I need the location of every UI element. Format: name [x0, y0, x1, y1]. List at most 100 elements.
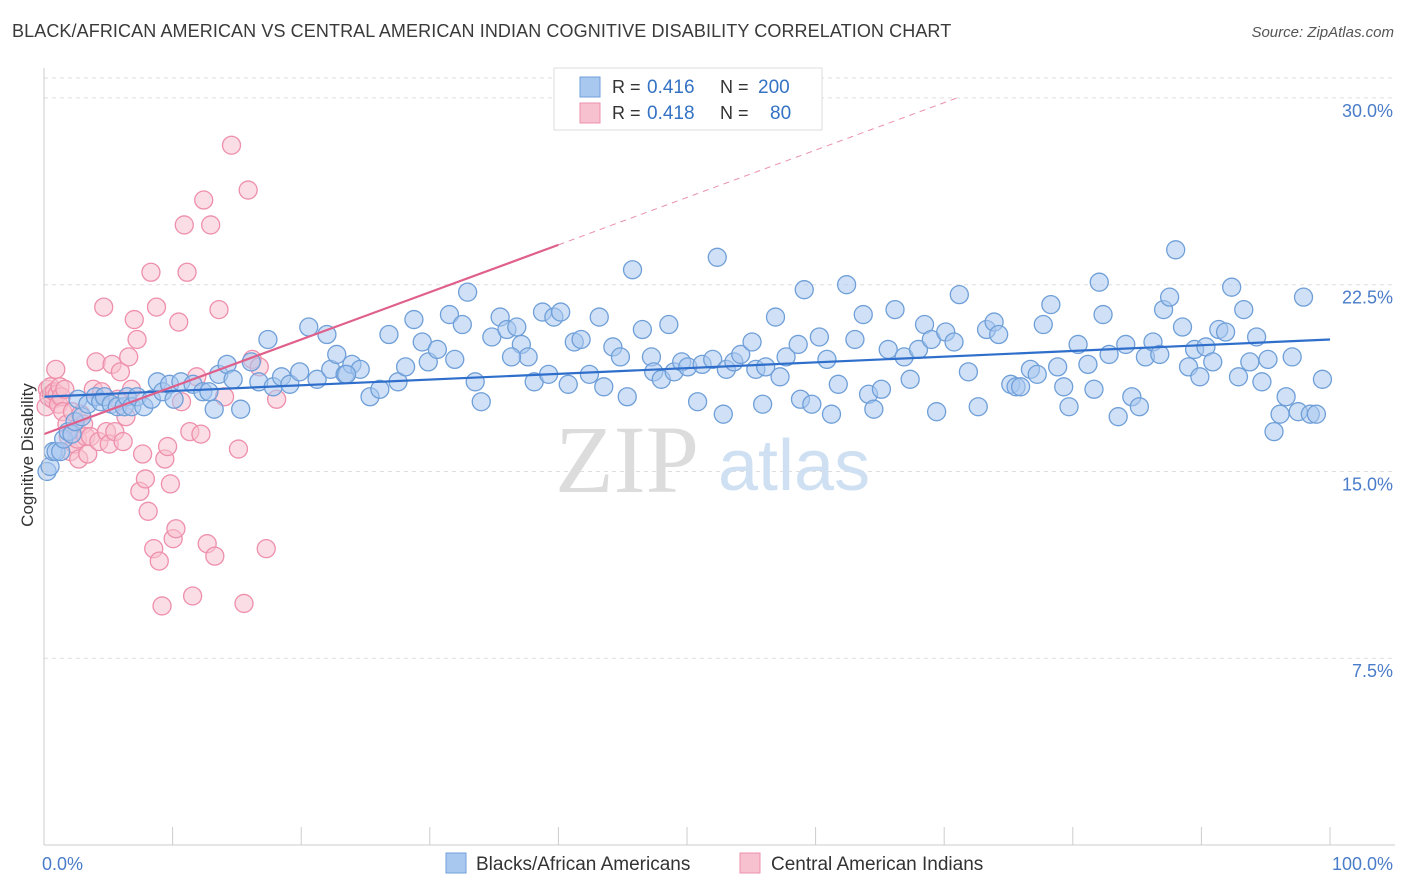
legend-r-value: 0.416 [647, 77, 695, 98]
pink-point [238, 180, 258, 200]
blue-point [944, 332, 964, 352]
blue-point [622, 260, 643, 280]
blue-point [809, 327, 830, 347]
blue-point [1190, 367, 1210, 387]
watermark-zip: ZIP [555, 406, 699, 513]
pink-point [55, 379, 75, 399]
pink-point [169, 312, 189, 332]
pink-point [174, 215, 194, 235]
blue-point [1129, 397, 1150, 417]
blue-point [558, 374, 578, 394]
blue-point [1172, 317, 1193, 337]
blue-point [404, 309, 424, 330]
legend-swatch-blue [579, 76, 601, 98]
legend-box: R = 0.416 N = 200 R = 0.418 N = 80 [553, 67, 823, 131]
x-tick-label: 0.0% [42, 854, 83, 874]
pink-point [146, 297, 167, 317]
legend-n-label: N = [720, 77, 749, 97]
blue-point [1033, 314, 1053, 335]
blue-point [579, 364, 600, 384]
blue-point [707, 247, 727, 267]
watermark-atlas: atlas [718, 426, 870, 506]
legend-n-value: 200 [758, 77, 790, 98]
pink-point [228, 439, 249, 459]
blue-point [518, 347, 538, 367]
blue-point [853, 304, 873, 325]
blue-point [465, 372, 485, 392]
pink-point [113, 431, 133, 452]
pink-point [94, 297, 114, 317]
legend-n-value: 80 [770, 103, 791, 124]
pink-point [221, 135, 242, 155]
pink-point [256, 539, 276, 559]
source-label: Source: ZipAtlas.com [1251, 24, 1394, 41]
blue-point [1270, 404, 1290, 424]
pink-point [46, 359, 66, 380]
pink-point [201, 215, 221, 235]
pink-point [152, 596, 172, 616]
blue-point [1084, 379, 1104, 399]
blue-point [885, 299, 905, 320]
pink-point [141, 262, 161, 282]
blue-point [1159, 287, 1180, 307]
blue-point [871, 379, 892, 399]
blue-point [1054, 377, 1074, 397]
blue-point [327, 344, 347, 365]
blue-point [427, 339, 448, 360]
blue-point [571, 329, 591, 350]
blue-point [223, 369, 243, 389]
blue-point [1215, 322, 1236, 342]
legend-r-label: R = [612, 77, 641, 97]
pink-trend-line [43, 243, 559, 436]
chart-title: BLACK/AFRICAN AMERICAN VS CENTRAL AMERIC… [12, 21, 952, 41]
blue-point [445, 349, 465, 370]
pink-point [149, 551, 169, 571]
blue-trend-line [43, 338, 1331, 398]
blue-point [632, 319, 653, 340]
blue-point [788, 334, 808, 355]
blue-point [836, 275, 857, 295]
blue-point [802, 394, 822, 414]
y-tick-label: 7.5% [1352, 661, 1393, 681]
blue-point [958, 362, 979, 382]
trend-lines [43, 97, 1331, 436]
blue-point [589, 307, 609, 327]
blue-point [1293, 287, 1314, 307]
pink-point [194, 190, 214, 210]
blue-point [439, 304, 460, 325]
bottom-legend-swatch-pink [739, 852, 761, 874]
blue-point [1222, 277, 1242, 297]
blue-point [507, 317, 527, 337]
blue-point [731, 344, 751, 365]
pink-point [191, 424, 211, 444]
blue-point [379, 324, 399, 345]
blue-point [659, 314, 679, 335]
pink-point [119, 347, 139, 367]
pink-point [86, 352, 106, 372]
blue-point [1240, 352, 1260, 372]
pink-point [205, 546, 225, 566]
blue-point [949, 285, 969, 305]
blue-point [968, 397, 988, 417]
blue-point [770, 367, 790, 387]
blue-point [864, 399, 884, 419]
blue-point [752, 394, 773, 414]
y-tick-label: 22.5% [1342, 288, 1393, 308]
y-tick-label: 15.0% [1342, 474, 1393, 494]
legend-r-label: R = [612, 103, 641, 123]
blue-point [1166, 240, 1186, 260]
pink-point [124, 309, 144, 330]
blue-point [1312, 369, 1333, 389]
blue-point [1108, 407, 1128, 427]
blue-point [1282, 347, 1302, 367]
blue-point [551, 302, 571, 322]
blue-point [900, 369, 920, 389]
pink-point [209, 299, 229, 320]
blue-point [1150, 344, 1170, 365]
blue-point [1258, 349, 1278, 370]
y-axis-label: Cognitive Disability [18, 383, 37, 527]
bottom-legend-swatch-blue [445, 852, 467, 874]
blue-point [231, 399, 251, 419]
blue-point [412, 332, 432, 352]
